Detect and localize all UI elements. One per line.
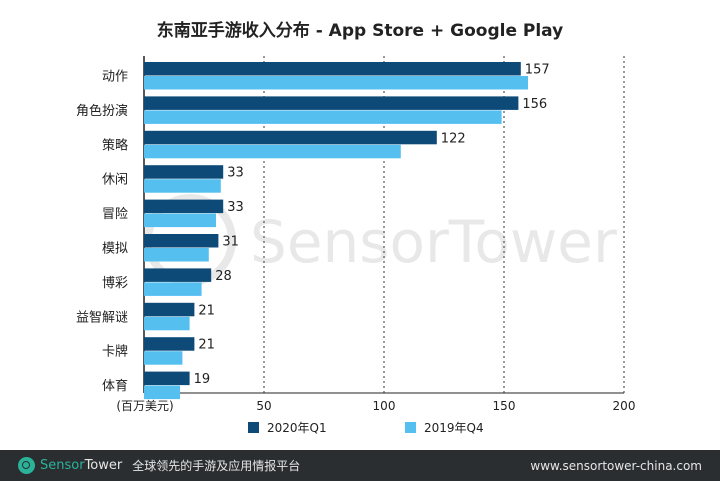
watermark: SensorTower bbox=[144, 194, 617, 286]
bar-2019q4 bbox=[144, 110, 502, 124]
sensortower-logo-icon bbox=[18, 457, 35, 474]
chart: 东南亚手游收入分布 - App Store + Google Play Sens… bbox=[76, 20, 636, 435]
data-label: 21 bbox=[198, 338, 215, 353]
category-label: 模拟 bbox=[102, 242, 128, 257]
x-tick-label: 50 bbox=[256, 399, 271, 413]
bar-2019q4 bbox=[144, 316, 190, 331]
data-label: 33 bbox=[227, 200, 244, 215]
x-tick-label: 100 bbox=[373, 399, 396, 413]
legend-swatch bbox=[405, 422, 416, 433]
x-tick-label: 150 bbox=[493, 399, 516, 413]
data-label: 33 bbox=[227, 166, 244, 181]
footer: Sensor Tower 全球领先的手游及应用情报平台 www.sensortow… bbox=[0, 450, 720, 481]
category-label: 策略 bbox=[102, 137, 128, 153]
category-label: 体育 bbox=[102, 378, 128, 394]
x-tick-label: 200 bbox=[613, 399, 636, 413]
category-label: 益智解谜 bbox=[76, 310, 128, 325]
category-label: 角色扮演 bbox=[76, 103, 128, 119]
data-label: 31 bbox=[222, 235, 239, 250]
data-label: 21 bbox=[198, 303, 215, 318]
bar-2020q1 bbox=[144, 165, 224, 179]
bar-2019q4 bbox=[144, 144, 401, 159]
data-label: 156 bbox=[522, 97, 547, 112]
legend-label: 2019年Q4 bbox=[424, 421, 484, 435]
category-label: 卡牌 bbox=[102, 344, 128, 360]
bar-2019q4 bbox=[144, 248, 209, 262]
bar-2020q1 bbox=[144, 234, 219, 248]
website-url: www.sensortower-china.com bbox=[530, 458, 702, 473]
category-label: 冒险 bbox=[102, 207, 128, 222]
bar-2020q1 bbox=[144, 199, 224, 214]
bar-2020q1 bbox=[144, 130, 437, 145]
bar-2020q1 bbox=[144, 62, 521, 76]
bar-2019q4 bbox=[144, 282, 202, 296]
brand-sensor: Sensor bbox=[40, 458, 85, 473]
legend-label: 2020年Q1 bbox=[267, 421, 327, 435]
x-axis-label: (百万美元) bbox=[116, 399, 173, 413]
bar-2019q4 bbox=[144, 351, 183, 365]
bar-2020q1 bbox=[144, 96, 519, 110]
data-label: 157 bbox=[525, 63, 550, 78]
bar-2020q1 bbox=[144, 371, 190, 386]
bar-2019q4 bbox=[144, 213, 216, 228]
legend-swatch bbox=[248, 422, 259, 433]
bar-2020q1 bbox=[144, 337, 195, 351]
bar-2019q4 bbox=[144, 385, 180, 400]
brand-tower: Tower bbox=[84, 458, 123, 473]
category-label: 休闲 bbox=[102, 173, 128, 188]
sensortower-logo: Sensor Tower bbox=[18, 457, 132, 474]
category-label: 动作 bbox=[102, 70, 128, 85]
bar-2020q1 bbox=[144, 302, 195, 317]
bar-2019q4 bbox=[144, 179, 221, 193]
chart-title: 东南亚手游收入分布 - App Store + Google Play bbox=[157, 20, 563, 41]
data-label: 28 bbox=[215, 269, 232, 284]
watermark-text: SensorTower bbox=[250, 208, 617, 276]
category-label: 博彩 bbox=[102, 276, 128, 291]
data-label: 122 bbox=[441, 131, 466, 146]
tagline: 全球领先的手游及应用情报平台 bbox=[132, 459, 301, 473]
bar-2019q4 bbox=[144, 76, 528, 90]
bar-2020q1 bbox=[144, 268, 212, 282]
data-label: 19 bbox=[194, 372, 211, 387]
